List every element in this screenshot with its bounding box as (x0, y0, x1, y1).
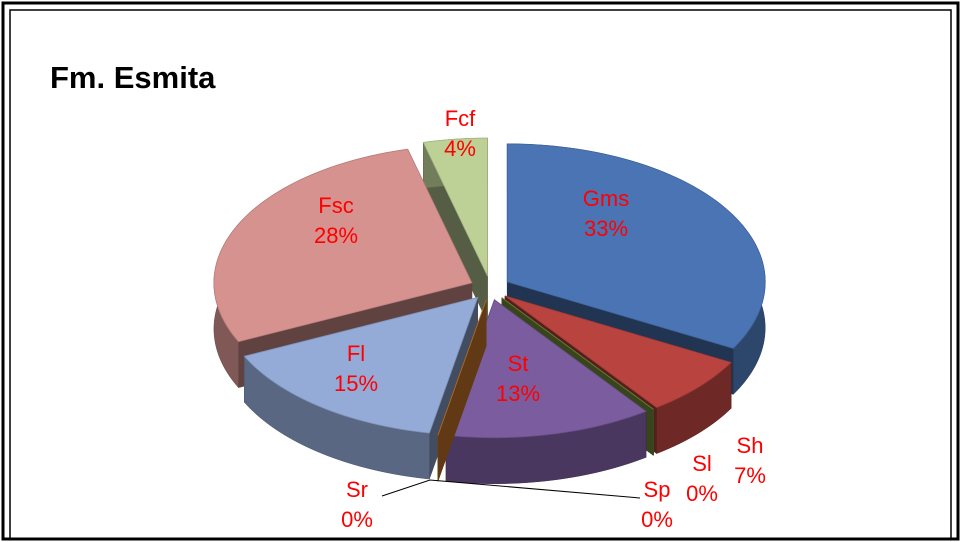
slice (243, 296, 479, 480)
slice-top (243, 296, 479, 434)
data-label-name: Sh (737, 433, 764, 458)
slice-top (445, 299, 647, 439)
slice-top (504, 295, 732, 409)
data-label-value: 0% (641, 507, 673, 532)
data-label-value: 13% (496, 381, 540, 406)
data-label-value: 28% (314, 223, 358, 248)
slice-top (422, 137, 488, 277)
slice-top (437, 299, 487, 436)
pie (213, 137, 766, 484)
data-label-value: 15% (334, 371, 378, 396)
data-label-name: St (508, 351, 529, 376)
data-label-name: Sl (692, 451, 712, 476)
slice-top (506, 143, 766, 349)
data-label-name: Gms (583, 186, 629, 211)
slice-top (213, 148, 473, 343)
chart-title: Fm. Esmita (50, 60, 216, 95)
data-label-value: 0% (686, 481, 718, 506)
data-label-value: 0% (341, 507, 373, 532)
slice (422, 137, 488, 323)
slice (213, 148, 473, 389)
data-label-name: Fl (347, 341, 365, 366)
inner-frame (9, 9, 952, 540)
slice (445, 299, 647, 484)
data-label-name: Sr (346, 477, 368, 502)
leader-line (381, 479, 641, 499)
data-label-value: 33% (584, 216, 628, 241)
data-label-value: 7% (734, 463, 766, 488)
data-label-name: Fsc (318, 193, 353, 218)
data-label-value: 4% (444, 136, 476, 161)
slice (437, 299, 487, 482)
data-label-name: Sp (644, 477, 671, 502)
data-label-name: Fcf (445, 106, 476, 131)
